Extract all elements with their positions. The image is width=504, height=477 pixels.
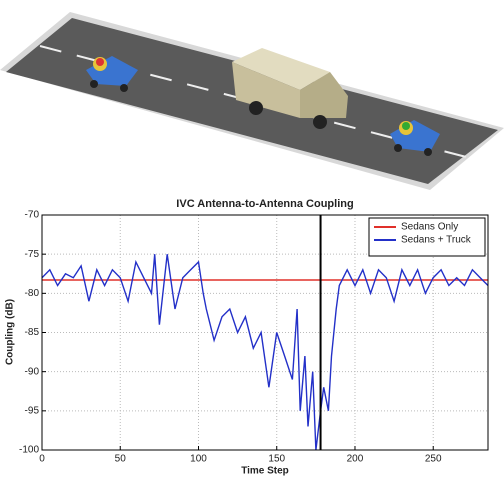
y-tick-label: -90 — [25, 366, 40, 377]
y-tick-label: -85 — [25, 327, 40, 338]
y-tick-label: -80 — [25, 288, 40, 299]
chart-title: IVC Antenna-to-Antenna Coupling — [176, 198, 353, 210]
legend-label: Sedans Only — [401, 222, 458, 233]
x-tick-label: 150 — [268, 454, 285, 465]
y-tick-label: -70 — [25, 210, 40, 221]
page: {"chart_data": {"type": "line", "title":… — [0, 0, 504, 477]
y-tick-label: -75 — [25, 249, 40, 260]
x-axis-label: Time Step — [241, 466, 289, 477]
legend: Sedans Only Sedans + Truck — [369, 218, 485, 256]
figure: IVC Antenna-to-Antenna Coupling Time Ste… — [0, 0, 504, 477]
y-tick-label: -95 — [25, 405, 40, 416]
x-tick-label: 100 — [190, 454, 207, 465]
road-scene — [0, 12, 504, 190]
y-tick-label: -100 — [19, 445, 39, 456]
x-tick-label: 200 — [347, 454, 364, 465]
x-tick-label: 50 — [115, 454, 127, 465]
x-tick-label: 0 — [39, 454, 45, 465]
legend-label: Sedans + Truck — [401, 235, 472, 246]
x-tick-label: 250 — [425, 454, 442, 465]
y-axis-label: Coupling (dB) — [5, 299, 16, 365]
